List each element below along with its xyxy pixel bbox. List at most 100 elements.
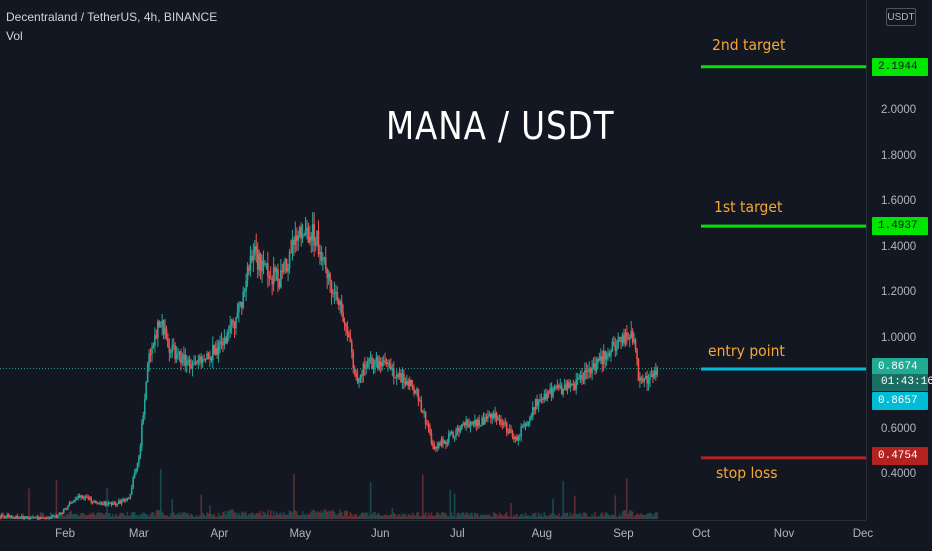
currency-button[interactable]: USDT: [886, 8, 916, 26]
candle-body: [31, 517, 33, 519]
candle-body: [130, 487, 133, 495]
volume-bar: [516, 513, 518, 519]
candle-body: [97, 503, 100, 505]
candle-body: [75, 498, 78, 500]
candle-body: [534, 399, 537, 410]
volume-bar: [592, 516, 595, 519]
volume-bar: [641, 514, 644, 519]
candle-body: [35, 516, 37, 518]
volume-bar: [621, 511, 624, 519]
candle-body: [252, 255, 255, 261]
volume-bar: [261, 515, 263, 519]
candle-body: [378, 361, 381, 369]
volume-bar: [68, 512, 71, 519]
volume-bar: [177, 514, 179, 519]
price-chart[interactable]: [0, 0, 866, 520]
volume-bar: [628, 509, 631, 519]
volume-bar: [542, 516, 544, 519]
candle-body: [4, 517, 7, 519]
candle-body: [191, 364, 194, 369]
volume-bar: [462, 512, 465, 519]
volume-bar: [407, 514, 410, 519]
volume-label[interactable]: Vol: [6, 29, 23, 43]
volume-bar: [277, 514, 279, 519]
volume-bar: [595, 516, 598, 519]
candle-body: [324, 257, 327, 270]
candle-body: [138, 455, 140, 463]
candle-body: [248, 266, 250, 271]
candle-body: [634, 339, 637, 350]
candle-body: [413, 388, 415, 394]
volume-bar: [371, 514, 373, 519]
volume-bar: [225, 514, 227, 519]
price-axis[interactable]: [866, 0, 932, 520]
candle-body: [459, 428, 462, 432]
candle-body: [236, 312, 239, 318]
volume-bar: [143, 512, 146, 519]
volume-bar: [272, 511, 275, 519]
candle-body: [523, 423, 525, 426]
candle-body: [342, 312, 344, 322]
volume-bar: [346, 511, 349, 519]
candle-body: [424, 411, 427, 424]
candle-body: [466, 420, 469, 423]
candle-body: [190, 366, 192, 369]
time-tick-label: Aug: [531, 528, 553, 540]
volume-bar: [123, 514, 126, 519]
volume-bar: [343, 510, 346, 519]
volume-bar: [183, 512, 185, 519]
volume-bar: [395, 516, 398, 519]
candle-body: [426, 423, 428, 425]
volume-bar: [392, 512, 395, 519]
time-tick-label: Oct: [692, 528, 711, 540]
volume-bar: [200, 494, 203, 519]
volume-bar: [101, 513, 104, 519]
candle-body: [194, 362, 197, 364]
volume-bar: [359, 514, 362, 519]
candle-body: [589, 368, 592, 374]
candle-body: [491, 413, 494, 419]
volume-bar: [159, 469, 162, 519]
volume-bar: [463, 514, 466, 519]
candle-body: [631, 330, 634, 343]
symbol-title[interactable]: Decentraland / TetherUS, 4h, BINANCE: [6, 10, 218, 24]
candle-body: [277, 269, 279, 282]
candle-body: [242, 291, 245, 308]
volume-bar: [434, 514, 437, 519]
candle-body: [366, 361, 369, 368]
volume-bar: [287, 514, 289, 519]
volume-bar: [326, 511, 328, 519]
volume-bar: [295, 511, 298, 519]
volume-bar: [495, 514, 498, 519]
volume-bar: [584, 512, 586, 519]
volume-bar: [639, 514, 641, 519]
candle-body: [630, 330, 633, 339]
candle-body: [566, 381, 569, 391]
volume-bar: [39, 512, 42, 519]
volume-bar: [489, 515, 492, 519]
volume-bar: [618, 513, 621, 519]
volume-bar: [369, 482, 372, 519]
volume-bar: [236, 514, 239, 519]
candle-body: [38, 517, 40, 520]
candle-body: [148, 353, 150, 365]
candle-body: [633, 339, 635, 343]
volume-bar: [175, 513, 178, 519]
volume-bar: [332, 509, 334, 519]
volume-bar: [248, 513, 250, 519]
chart-title: MANA / USDT: [386, 104, 615, 148]
candle-body: [172, 344, 175, 346]
candle-body: [238, 304, 240, 313]
candle-body: [86, 496, 88, 498]
volume-bar: [133, 512, 136, 519]
volume-bar: [468, 515, 470, 519]
candle-body: [340, 301, 343, 313]
time-axis[interactable]: [0, 520, 866, 551]
volume-bar: [560, 515, 563, 519]
volume-bar: [413, 514, 415, 519]
volume-bar: [559, 516, 562, 519]
volume-bar: [206, 512, 208, 519]
candle-body: [637, 359, 640, 381]
volume-bar: [597, 516, 599, 519]
